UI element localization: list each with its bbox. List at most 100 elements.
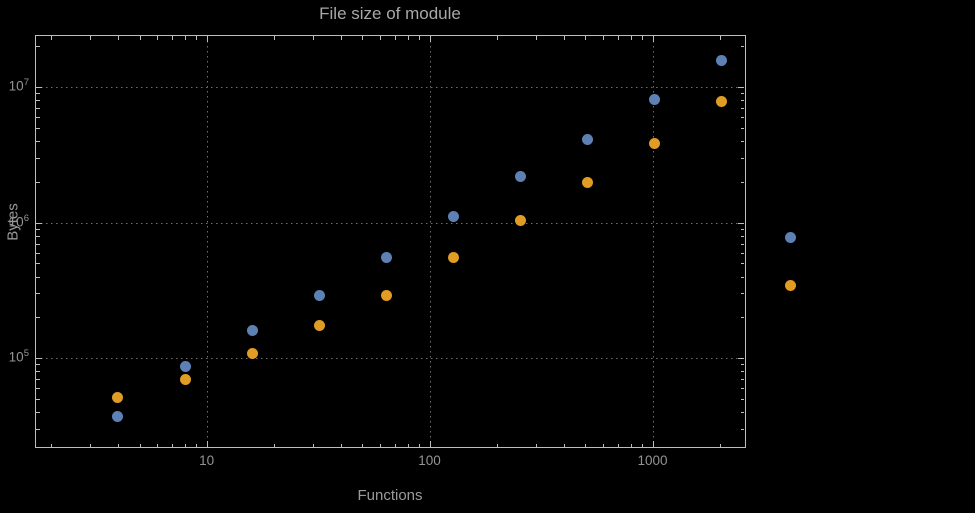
gridline-horizontal bbox=[36, 358, 745, 360]
data-point bbox=[582, 134, 594, 146]
data-point bbox=[582, 176, 594, 188]
x-tick bbox=[196, 443, 198, 447]
x-tick bbox=[185, 36, 186, 40]
y-tick bbox=[740, 379, 744, 381]
x-tick bbox=[535, 443, 537, 447]
y-tick bbox=[740, 108, 744, 109]
x-tick bbox=[642, 443, 644, 447]
x-tick bbox=[362, 36, 364, 40]
data-point bbox=[246, 347, 258, 359]
x-tick bbox=[585, 443, 587, 447]
plot-frame bbox=[35, 35, 746, 448]
data-point bbox=[380, 289, 392, 301]
x-tick bbox=[206, 441, 208, 447]
data-point bbox=[112, 392, 124, 404]
x-tick bbox=[563, 36, 565, 40]
x-tick bbox=[719, 443, 721, 447]
data-point bbox=[380, 251, 392, 263]
y-tick bbox=[740, 46, 744, 48]
y-tick bbox=[36, 412, 40, 413]
data-point bbox=[649, 137, 661, 149]
data-point bbox=[515, 171, 526, 183]
x-tick bbox=[652, 441, 654, 447]
y-tick bbox=[740, 398, 744, 400]
y-tick-label: 106 bbox=[8, 212, 29, 230]
gridline-horizontal bbox=[36, 87, 745, 88]
y-tick bbox=[740, 428, 744, 430]
data-point bbox=[179, 374, 191, 386]
x-tick-label: 100 bbox=[418, 453, 441, 468]
data-point bbox=[447, 211, 459, 223]
y-tick bbox=[36, 228, 40, 230]
x-tick bbox=[429, 441, 431, 447]
data-point bbox=[313, 289, 325, 301]
gridline-horizontal bbox=[36, 222, 745, 224]
x-tick bbox=[139, 36, 141, 40]
chart-title: File size of module bbox=[319, 4, 461, 23]
y-tick bbox=[740, 276, 744, 278]
legend-marker bbox=[784, 279, 796, 291]
x-tick bbox=[273, 443, 275, 447]
y-tick bbox=[740, 140, 744, 142]
x-tick bbox=[642, 36, 644, 40]
x-tick bbox=[617, 36, 619, 40]
x-tick-label: 1000 bbox=[637, 453, 668, 468]
y-tick bbox=[740, 252, 744, 254]
x-tick bbox=[407, 443, 409, 447]
x-tick bbox=[362, 443, 364, 447]
x-tick bbox=[90, 36, 91, 40]
y-tick bbox=[36, 87, 42, 88]
x-tick bbox=[50, 36, 52, 40]
y-tick bbox=[36, 46, 40, 48]
x-tick bbox=[630, 36, 632, 40]
y-tick bbox=[36, 388, 40, 390]
x-tick bbox=[172, 443, 173, 447]
x-tick bbox=[196, 36, 198, 40]
x-tick bbox=[117, 443, 119, 447]
x-tick bbox=[139, 443, 141, 447]
x-tick bbox=[630, 443, 632, 447]
y-tick bbox=[36, 93, 40, 95]
y-tick bbox=[36, 157, 40, 159]
y-tick bbox=[740, 228, 744, 230]
x-tick bbox=[312, 443, 314, 447]
data-point bbox=[649, 93, 661, 105]
y-tick bbox=[36, 243, 40, 245]
gridline-vertical bbox=[652, 36, 654, 447]
y-tick bbox=[740, 263, 744, 265]
x-tick bbox=[603, 443, 604, 447]
x-tick bbox=[719, 36, 721, 40]
x-tick bbox=[206, 36, 208, 42]
data-point bbox=[246, 324, 258, 336]
y-tick bbox=[738, 87, 744, 88]
y-tick bbox=[740, 293, 744, 295]
y-tick bbox=[36, 263, 40, 265]
y-tick bbox=[740, 181, 744, 183]
y-tick bbox=[36, 317, 40, 319]
y-tick bbox=[740, 388, 744, 390]
y-tick bbox=[36, 276, 40, 278]
y-tick bbox=[740, 93, 744, 95]
data-point bbox=[112, 411, 124, 423]
y-tick bbox=[36, 293, 40, 295]
x-tick bbox=[395, 36, 396, 40]
x-tick bbox=[563, 443, 565, 447]
x-axis-label: Functions bbox=[357, 487, 423, 504]
y-tick bbox=[740, 412, 744, 413]
x-tick bbox=[117, 36, 119, 40]
x-tick bbox=[157, 443, 159, 447]
data-point bbox=[179, 361, 191, 373]
data-point bbox=[716, 95, 728, 107]
y-tick bbox=[36, 127, 40, 129]
x-tick bbox=[273, 36, 275, 40]
x-tick bbox=[90, 443, 91, 447]
y-tick bbox=[36, 181, 40, 183]
x-tick bbox=[340, 36, 342, 40]
y-tick bbox=[36, 371, 40, 373]
x-tick bbox=[603, 36, 604, 40]
y-tick bbox=[740, 100, 744, 102]
y-tick bbox=[36, 379, 40, 381]
x-tick bbox=[172, 36, 173, 40]
x-tick bbox=[585, 36, 587, 40]
